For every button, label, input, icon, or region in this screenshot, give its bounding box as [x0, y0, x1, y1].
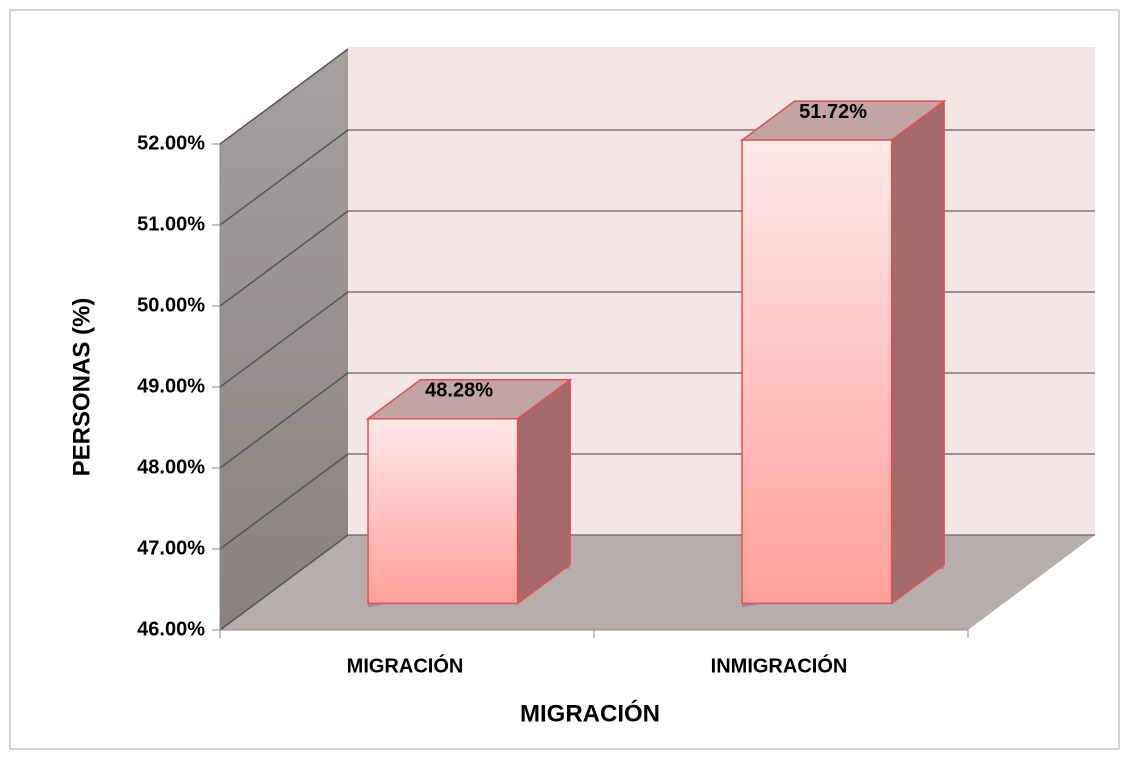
- bar: [741, 139, 893, 605]
- grid-line: [219, 129, 349, 226]
- y-tick-label: 50.00%: [137, 294, 205, 316]
- y-axis-title: PERSONAS (%): [68, 298, 95, 477]
- bar: [367, 417, 519, 605]
- x-axis-title: MIGRACIÓN: [520, 699, 660, 727]
- grid-line: [219, 210, 349, 307]
- grid-line: [219, 453, 349, 550]
- y-tick-label: 51.00%: [137, 213, 205, 235]
- y-tick-label: 49.00%: [137, 375, 205, 397]
- floor: [220, 535, 1095, 630]
- x-tick-label: MIGRACIÓN: [347, 653, 464, 677]
- y-tick-label: 46.00%: [137, 618, 205, 640]
- y-tick-label: 48.00%: [137, 456, 205, 478]
- y-tick-label: 52.00%: [137, 132, 205, 154]
- y-tick-label: 47.00%: [137, 537, 205, 559]
- grid-line: [219, 372, 349, 469]
- grid-line: [219, 534, 349, 631]
- x-tick-label: INMIGRACIÓN: [711, 653, 848, 677]
- grid-line: [219, 48, 349, 145]
- data-label: 48.28%: [425, 380, 493, 402]
- grid-line: [219, 291, 349, 388]
- bar-side: [890, 99, 945, 605]
- data-label: 51.72%: [799, 101, 867, 123]
